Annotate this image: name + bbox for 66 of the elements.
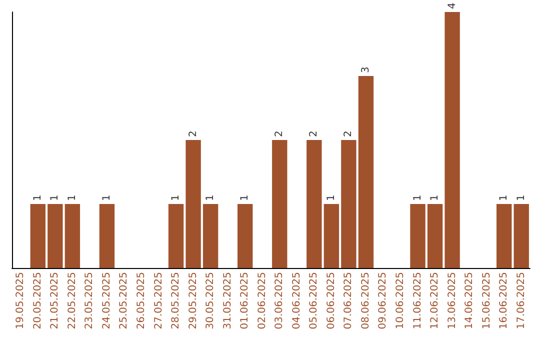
x-tick-label: 19.05.2025 [15,272,26,330]
data-label: 2 [188,130,199,137]
bar [238,204,253,268]
x-tick-label: 30.05.2025 [205,272,216,330]
bar [272,140,288,268]
x-tick-label: 23.05.2025 [84,272,96,330]
data-label: 1 [205,194,216,201]
bar [202,204,218,268]
x-tick-label: 13.06.2025 [446,272,458,330]
bar [306,140,322,268]
data-label: 4 [446,2,458,9]
x-tick-label: 26.05.2025 [136,272,147,330]
data-label: 3 [360,66,372,73]
x-tick-label: 11.06.2025 [412,272,424,330]
x-tick-label: 05.06.2025 [308,272,320,330]
data-label: 1 [170,194,182,201]
data-label: 1 [412,194,424,201]
x-tick-label: 22.05.2025 [66,272,78,330]
data-label: 1 [516,194,527,201]
x-tick-label: 09.06.2025 [378,272,389,330]
data-label: 1 [50,194,61,201]
data-label: 1 [498,194,510,201]
bar [358,76,374,268]
x-tick-label: 15.06.2025 [481,272,492,330]
x-tick-label: 17.06.2025 [516,272,527,330]
data-label: 1 [430,194,441,201]
data-label: 1 [326,194,337,201]
x-tick-label: 06.06.2025 [326,272,337,330]
x-tick-label: 28.05.2025 [170,272,182,330]
bar [48,204,63,268]
bar [186,140,201,268]
data-label: 1 [66,194,78,201]
x-tick-label: 04.06.2025 [291,272,302,330]
bar [444,12,460,268]
bar [30,204,46,268]
x-tick-label: 27.05.2025 [153,272,164,330]
data-label: 1 [101,194,112,201]
x-tick-label: 14.06.2025 [464,272,476,330]
bar [410,204,426,268]
data-label: 2 [343,130,354,137]
data-label: 2 [308,130,320,137]
x-tick-label: 01.06.2025 [240,272,251,330]
bar [341,140,356,268]
x-tick-label: 02.06.2025 [256,272,268,330]
x-tick-label: 29.05.2025 [188,272,199,330]
x-tick-label: 31.05.2025 [222,272,234,330]
bar [99,204,115,268]
bar [427,204,443,268]
x-tick-label: 25.05.2025 [118,272,130,330]
bar [324,204,340,268]
x-tick-label: 08.06.2025 [360,272,372,330]
x-tick-label: 12.06.2025 [430,272,441,330]
x-tick-label: 24.05.2025 [101,272,112,330]
bar [168,204,184,268]
x-tick-label: 20.05.2025 [32,272,44,330]
x-tick-label: 10.06.2025 [395,272,406,330]
x-tick-label: 07.06.2025 [343,272,354,330]
data-label: 1 [240,194,251,201]
bar [496,204,512,268]
data-label: 2 [274,130,286,137]
bar [64,204,80,268]
bar [514,204,529,268]
x-tick-label: 16.06.2025 [498,272,510,330]
x-tick-label: 03.06.2025 [274,272,286,330]
x-tick-label: 21.05.2025 [50,272,61,330]
data-label: 1 [32,194,44,201]
